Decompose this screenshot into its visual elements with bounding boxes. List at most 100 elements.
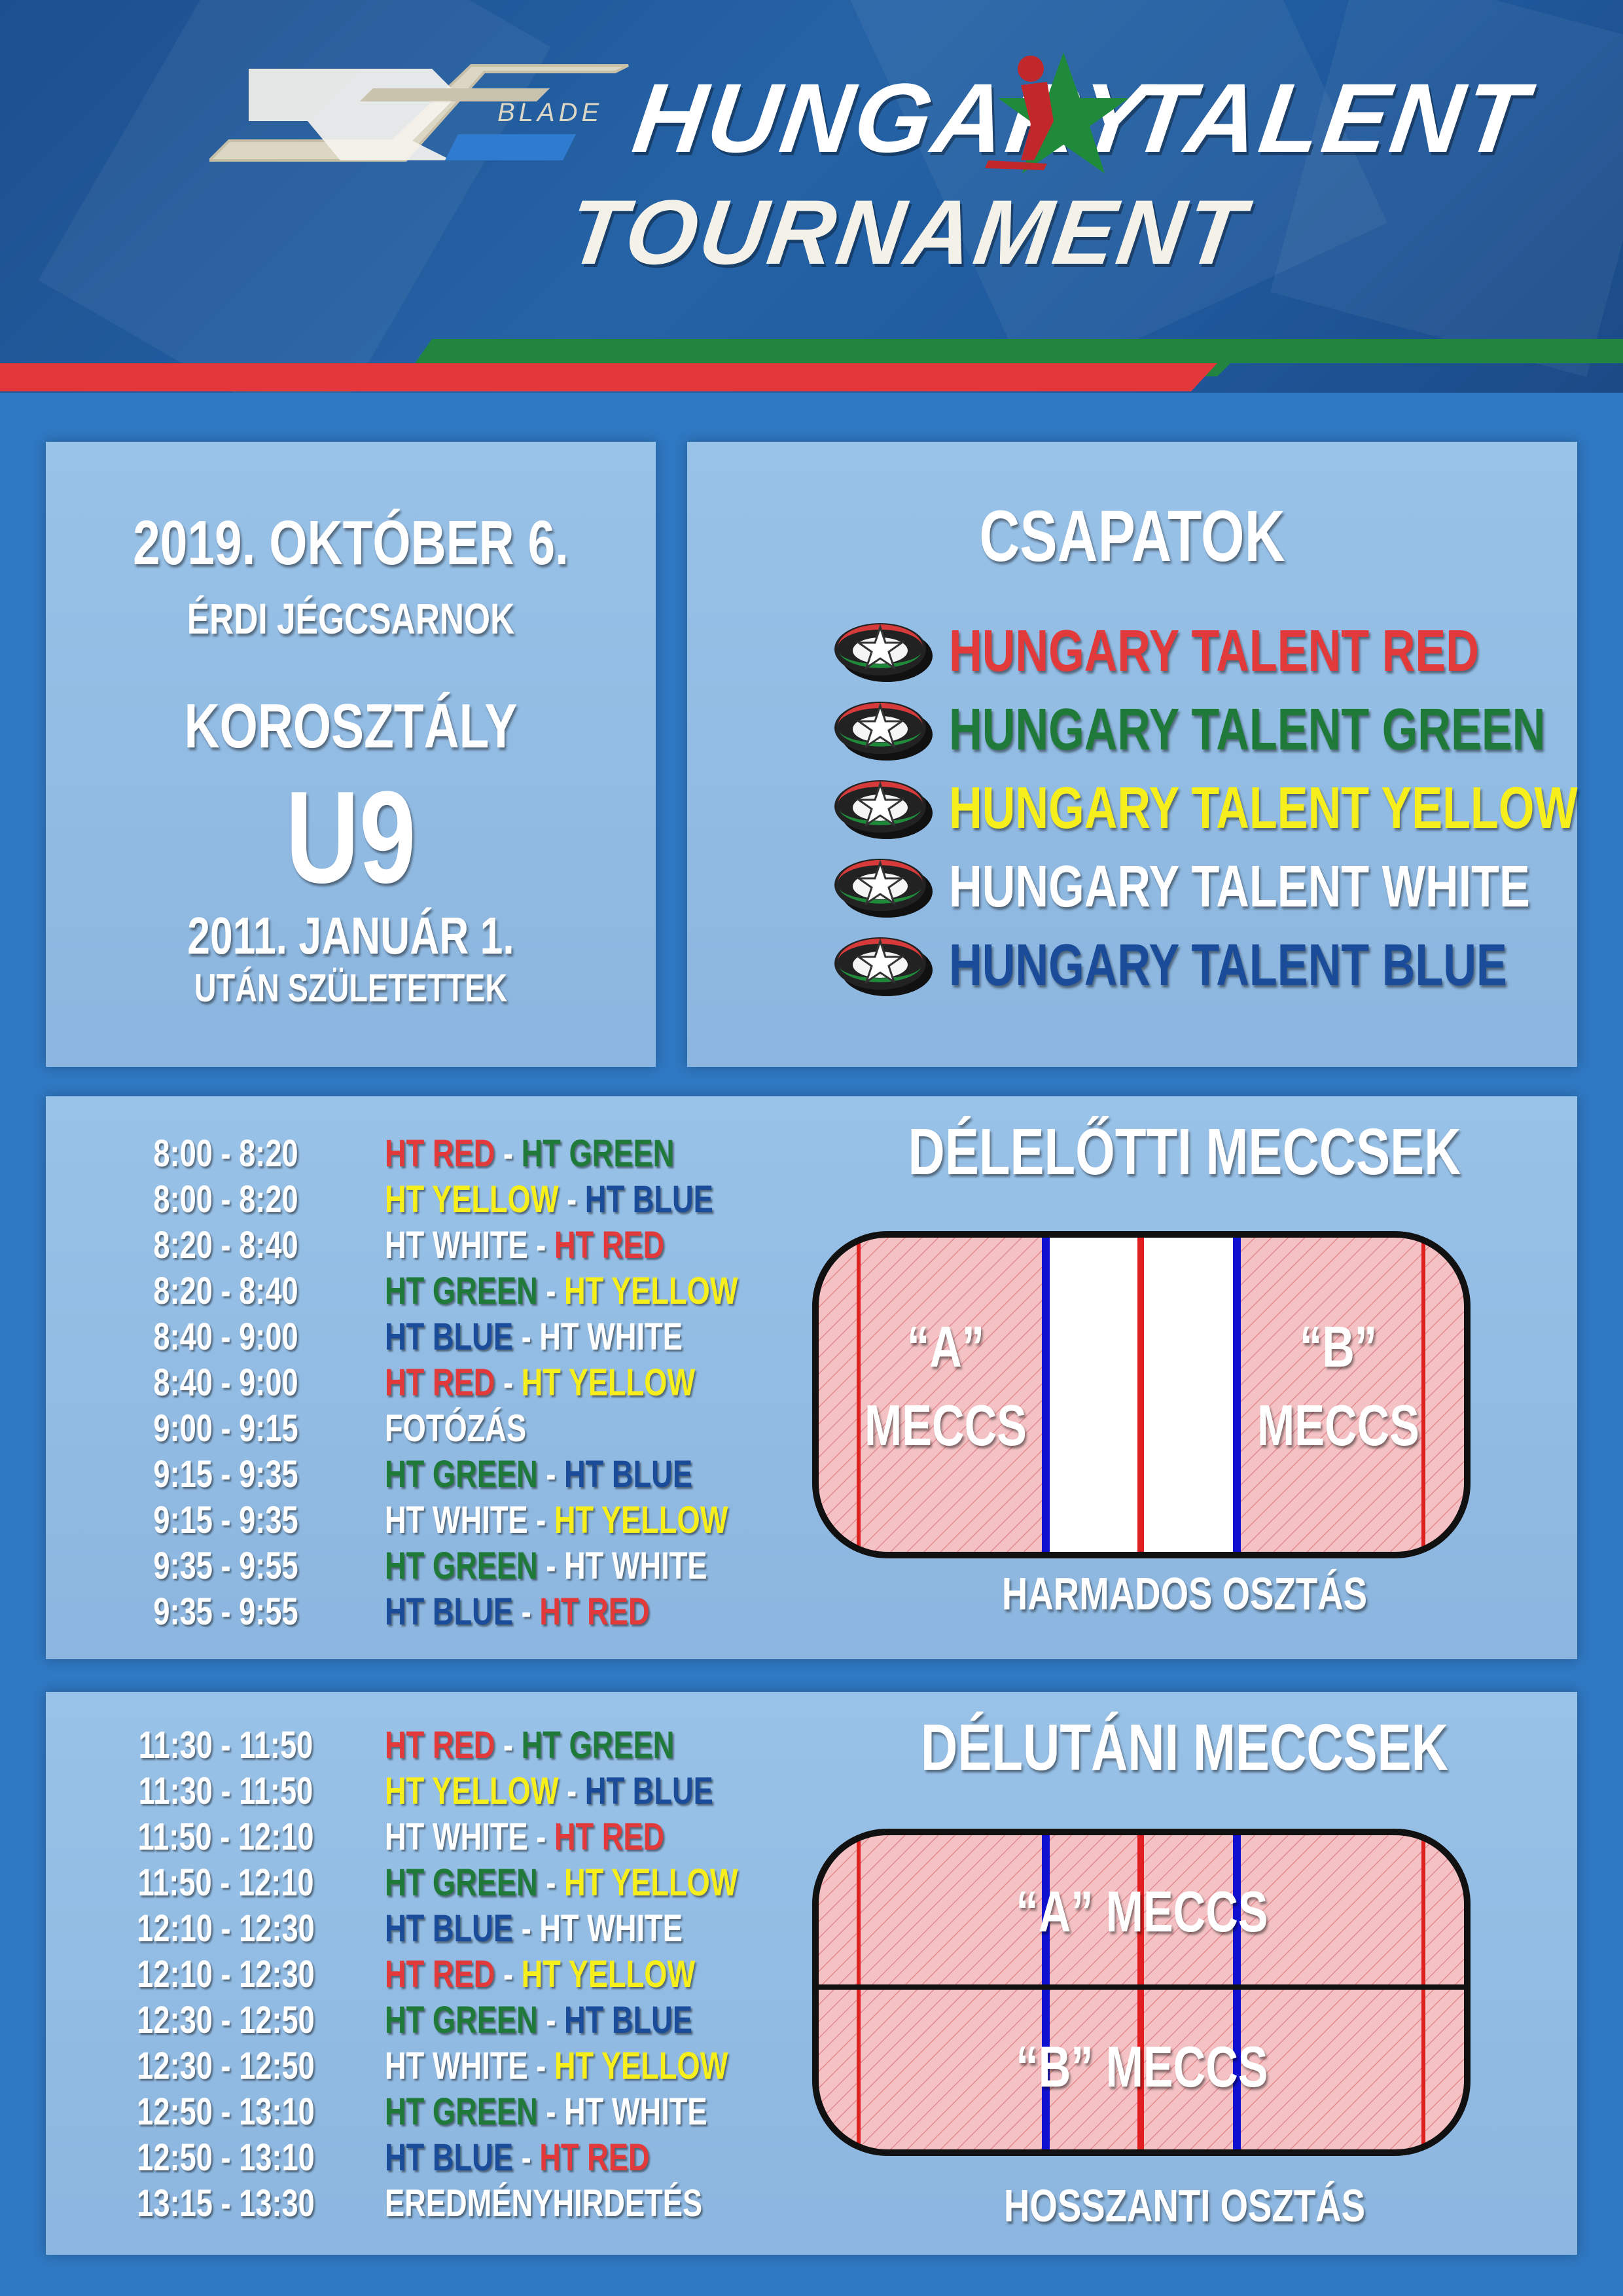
team-tag: HT YELLOW (563, 1270, 738, 1312)
afternoon-rink-diagram (812, 1829, 1471, 2156)
team-name: HUNGARY TALENT YELLOW (949, 776, 1578, 841)
teams-title: CSAPATOK (979, 496, 1285, 577)
match-time: 9:00 - 9:15 (153, 1407, 298, 1450)
team-tag: HT BLUE (385, 2136, 514, 2179)
morning-title: DÉLELŐTTI MECCSEK (908, 1115, 1461, 1189)
team-tag: HT YELLOW (521, 1953, 696, 1996)
team-tag: HT GREEN (521, 1724, 675, 1767)
rink-boards (812, 1829, 1471, 2156)
match-separator: - (513, 1907, 540, 1950)
team-name: HUNGARY TALENT RED (949, 619, 1479, 684)
match-time: 12:30 - 12:50 (137, 1999, 315, 2041)
match-teams: HT YELLOW - HT BLUE (385, 1768, 713, 1814)
team-tag: FOTÓZÁS (385, 1407, 527, 1450)
match-teams: HT RED - HT GREEN (385, 1723, 674, 1768)
team-name: HUNGARY TALENT BLUE (949, 933, 1507, 998)
team-tag: HT YELLOW (385, 1178, 559, 1221)
morning-caption: HARMADOS OSZTÁS (1001, 1568, 1368, 1619)
match-teams: HT BLUE - HT RED (385, 1589, 650, 1635)
team-tag: HT BLUE (385, 1316, 514, 1358)
team-tag: HT RED (385, 1724, 495, 1767)
match-time: 9:15 - 9:35 (153, 1499, 298, 1541)
match-time: 9:35 - 9:55 (153, 1545, 298, 1587)
match-teams: HT RED - HT YELLOW (385, 1952, 695, 1998)
match-time: 8:00 - 8:20 (153, 1178, 298, 1221)
match-teams: HT GREEN - HT YELLOW (385, 1860, 738, 1906)
match-separator: - (513, 2136, 540, 2179)
rink-a-label-quote: “A” (906, 1314, 985, 1379)
header-banner: BLADE HUNGARY TALENT TOURNAMENT (0, 0, 1623, 393)
team-tag: HT RED (539, 1590, 650, 1633)
born-after-note: UTÁN SZÜLETETTEK (194, 966, 508, 1010)
match-time: 11:50 - 12:10 (137, 1861, 314, 1904)
match-separator: - (527, 1224, 554, 1266)
match-teams: HT GREEN - HT WHITE (385, 1543, 707, 1589)
match-teams: HT BLUE - HT WHITE (385, 1906, 683, 1952)
match-separator: - (537, 1545, 564, 1587)
match-time: 8:40 - 9:00 (153, 1316, 298, 1358)
match-time: 12:30 - 12:50 (137, 2045, 315, 2087)
rink-b-label-quote: “B” (1299, 1314, 1378, 1379)
afternoon-title: DÉLUTÁNI MECCSEK (920, 1711, 1449, 1784)
team-name: HUNGARY TALENT WHITE (949, 854, 1530, 920)
header-stripes (0, 339, 1623, 391)
age-group: U9 (285, 764, 416, 910)
team-puck-logo-icon (825, 851, 936, 923)
team-tag: HT RED (554, 1816, 665, 1858)
rink-a-label: “A” MECCS (1016, 1879, 1268, 1944)
match-teams: FOTÓZÁS (385, 1406, 526, 1452)
team-tag: EREDMÉNYHIRDETÉS (385, 2182, 703, 2225)
team-tag: HT RED (539, 2136, 650, 2179)
team-tag: HT BLUE (385, 1907, 514, 1950)
team-tag: HT GREEN (385, 1545, 538, 1587)
event-venue: ÉRDI JÉGCSARNOK (187, 594, 515, 643)
match-time: 12:10 - 12:30 (137, 1907, 315, 1950)
team-tag: HT GREEN (385, 2090, 538, 2133)
match-time: 12:50 - 13:10 (137, 2090, 315, 2133)
rink-b-label: “B” MECCS (1016, 2034, 1268, 2099)
match-separator: - (495, 1724, 522, 1767)
match-time: 8:20 - 8:40 (153, 1224, 298, 1266)
match-teams: HT GREEN - HT YELLOW (385, 1268, 738, 1314)
team-tag: HT YELLOW (554, 1499, 728, 1541)
team-tag: HT GREEN (521, 1132, 675, 1175)
team-tag: HT BLUE (584, 1178, 713, 1221)
age-category-label: KOROSZTÁLY (184, 691, 518, 761)
rink-a-label-meccs: MECCS (865, 1393, 1027, 1458)
team-tag: HT GREEN (385, 1999, 538, 2041)
team-tag: HT YELLOW (385, 1770, 559, 1812)
team-tag: HT RED (554, 1224, 665, 1266)
match-separator: - (495, 1132, 522, 1175)
logo-word-tournament: TOURNAMENT (562, 181, 1253, 283)
match-separator: - (537, 1999, 564, 2041)
team-tag: HT YELLOW (521, 1361, 696, 1404)
team-tag: HT RED (385, 1132, 495, 1175)
match-separator: - (537, 1270, 564, 1312)
match-teams: HT WHITE - HT RED (385, 1814, 664, 1860)
match-teams: HT GREEN - HT BLUE (385, 1998, 692, 2043)
team-puck-logo-icon (825, 929, 936, 1001)
hockey-star-icon (985, 52, 1129, 173)
team-tag: HT YELLOW (563, 1861, 738, 1904)
team-tag: HT GREEN (385, 1453, 538, 1496)
team-tag: HT RED (385, 1953, 495, 1996)
rink-b-label-meccs: MECCS (1257, 1393, 1419, 1458)
match-teams: HT BLUE - HT WHITE (385, 1314, 683, 1360)
match-teams: HT BLUE - HT RED (385, 2135, 650, 2181)
match-time: 9:35 - 9:55 (153, 1590, 298, 1633)
match-teams: HT WHITE - HT YELLOW (385, 2043, 728, 2089)
match-separator: - (513, 1316, 540, 1358)
team-tag: HT BLUE (584, 1770, 713, 1812)
match-time: 13:15 - 13:30 (137, 2182, 315, 2225)
morning-rink-diagram (812, 1231, 1471, 1558)
match-time: 8:40 - 9:00 (153, 1361, 298, 1404)
team-tag: HT WHITE (563, 1545, 707, 1587)
zone-a (815, 1234, 1046, 1555)
team-puck-logo-icon (825, 615, 936, 687)
match-teams: HT GREEN - HT WHITE (385, 2089, 707, 2135)
team-tag: HT YELLOW (554, 2045, 728, 2087)
team-tag: HT WHITE (385, 2045, 528, 2087)
match-separator: - (537, 2090, 564, 2133)
match-separator: - (495, 1361, 522, 1404)
team-tag: HT WHITE (385, 1499, 528, 1541)
